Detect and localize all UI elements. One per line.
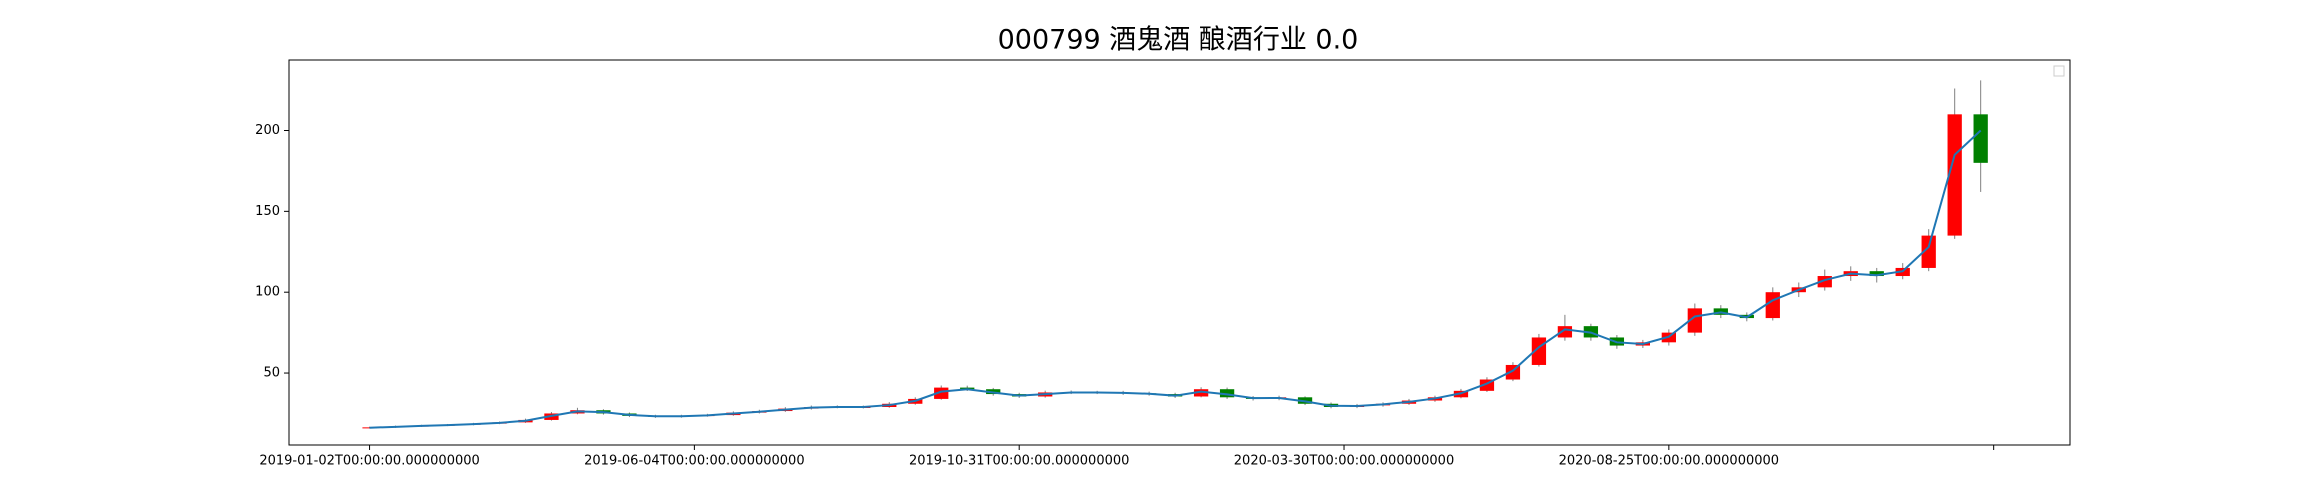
candle-body [1765,292,1780,319]
x-tick-label: 2019-06-04T00:00:00.000000000 [584,454,804,469]
candle-body [1557,326,1573,338]
candle-body [1921,235,1936,268]
moving-average-line [369,129,1982,429]
y-tick-label: 150 [255,204,280,219]
plot-frame [288,59,2071,446]
candle-body [1687,308,1702,333]
candle-body [1869,271,1884,277]
legend-box [2053,65,2065,77]
x-tick-label: 2020-08-25T00:00:00.000000000 [1559,454,1779,469]
candle-body [1973,114,1988,163]
candle-body [1219,389,1235,398]
x-tick-label: 2019-10-31T00:00:00.000000000 [909,454,1129,469]
candle-body [1947,114,1962,236]
x-tick-label: 2020-03-30T00:00:00.000000000 [1234,454,1454,469]
candle-body [362,427,377,429]
y-tick-label: 200 [255,123,280,138]
candle-body [1193,389,1209,397]
chart-title: 000799 酒鬼酒 酿酒行业 0.0 [998,25,1359,56]
y-tick-label: 50 [263,366,280,381]
candle-body [1479,379,1495,391]
y-tick-label: 100 [255,285,280,300]
candle-body [934,387,949,399]
candle-body [1817,276,1832,288]
x-tick-label: 2019-01-02T00:00:00.000000000 [259,454,479,469]
